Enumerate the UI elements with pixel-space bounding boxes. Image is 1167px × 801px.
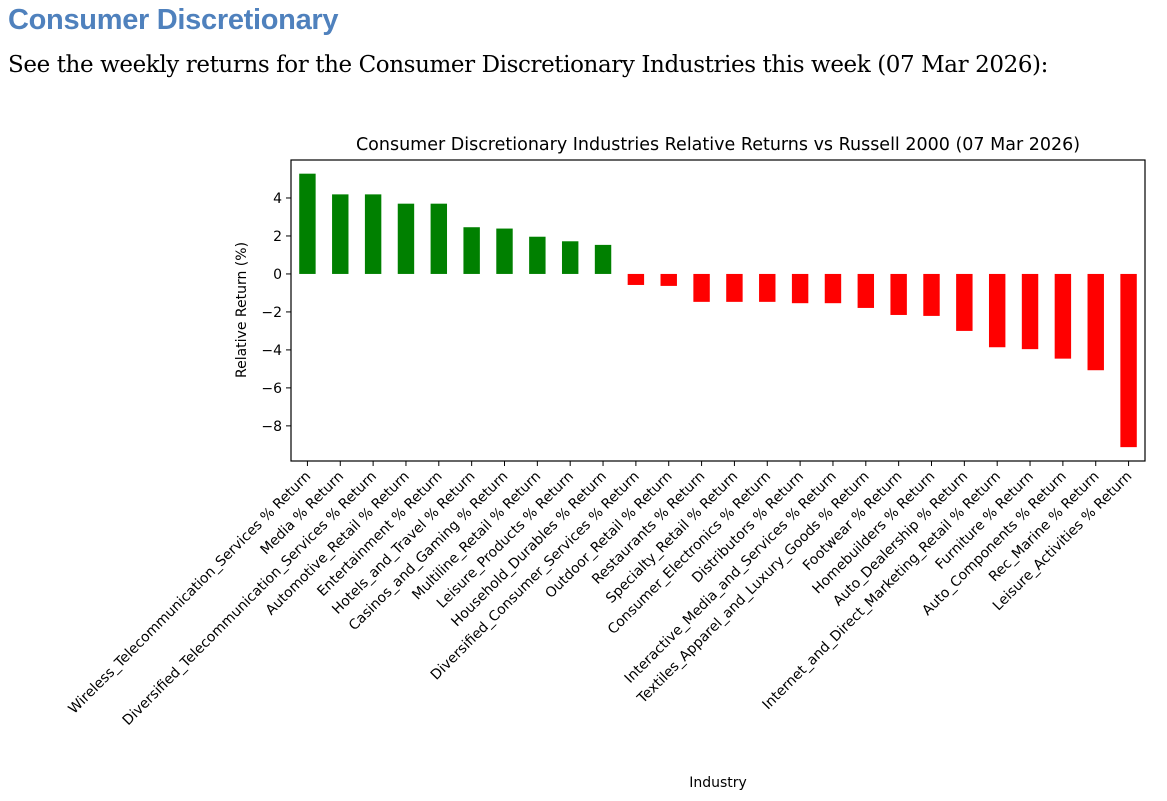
chart-title: Consumer Discretionary Industries Relati… — [356, 135, 1080, 155]
bar — [988, 273, 1006, 348]
bar — [693, 273, 710, 302]
bar — [529, 236, 546, 274]
bar — [496, 228, 513, 274]
y-tick-label: −2 — [261, 305, 282, 321]
bar — [857, 273, 875, 308]
bar — [332, 194, 349, 274]
y-tick-label: −4 — [261, 343, 282, 359]
y-tick-label: −6 — [261, 381, 282, 397]
bar — [791, 273, 809, 304]
y-tick-label: −8 — [261, 419, 282, 435]
bar — [1021, 273, 1039, 350]
bar — [594, 244, 612, 274]
y-tick-label: 0 — [273, 267, 282, 283]
bar — [726, 273, 743, 302]
y-axis-label: Relative Return (%) — [234, 242, 250, 378]
bar — [430, 203, 448, 274]
bar — [561, 241, 579, 274]
bar — [890, 273, 907, 315]
plot-frame — [290, 159, 1146, 462]
bar — [660, 273, 677, 286]
bar — [627, 273, 645, 285]
bar — [299, 173, 316, 274]
bar — [1087, 273, 1104, 371]
x-axis-label: Industry — [689, 775, 747, 791]
bar — [364, 194, 382, 274]
y-tick-label: 4 — [273, 191, 282, 207]
bar — [956, 273, 973, 331]
bar — [923, 273, 940, 316]
bar — [463, 227, 480, 274]
bar — [759, 273, 776, 302]
intro-text: See the weekly returns for the Consumer … — [8, 52, 1048, 78]
bar — [397, 203, 415, 274]
section-heading: Consumer Discretionary — [8, 4, 339, 36]
y-tick-label: 2 — [273, 229, 282, 245]
bar — [824, 273, 842, 304]
bar — [1054, 273, 1072, 359]
bar — [1120, 273, 1137, 448]
